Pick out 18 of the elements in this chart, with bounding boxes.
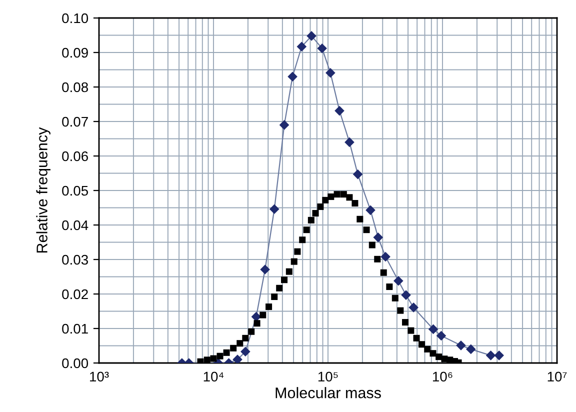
y-tick-label: 0.01 — [62, 324, 88, 334]
y-tick-label: 0.04 — [62, 220, 88, 230]
y-tick-label: 0.02 — [62, 289, 88, 300]
y-axis-title: Relative frequency — [36, 127, 50, 253]
y-tick-label: 0.03 — [62, 254, 88, 265]
x-axis-title: Molecular mass — [276, 387, 381, 398]
y-tick-label: 0.05 — [62, 186, 88, 196]
y-tick-label: 0.08 — [62, 82, 88, 92]
y-tick-label: 0.00 — [62, 358, 88, 368]
x-tick-label: 10³ — [90, 372, 109, 382]
x-tick-label: 10⁷ — [548, 372, 567, 382]
y-tick-label: 0.09 — [62, 48, 88, 58]
y-tick-label: 0.10 — [62, 13, 88, 24]
x-tick-label: 10⁶ — [432, 372, 452, 382]
y-tick-label: 0.06 — [62, 151, 88, 162]
x-tick-label: 10⁴ — [204, 372, 224, 382]
x-tick-label: 10⁵ — [318, 372, 338, 382]
y-tick-label: 0.07 — [62, 116, 88, 127]
